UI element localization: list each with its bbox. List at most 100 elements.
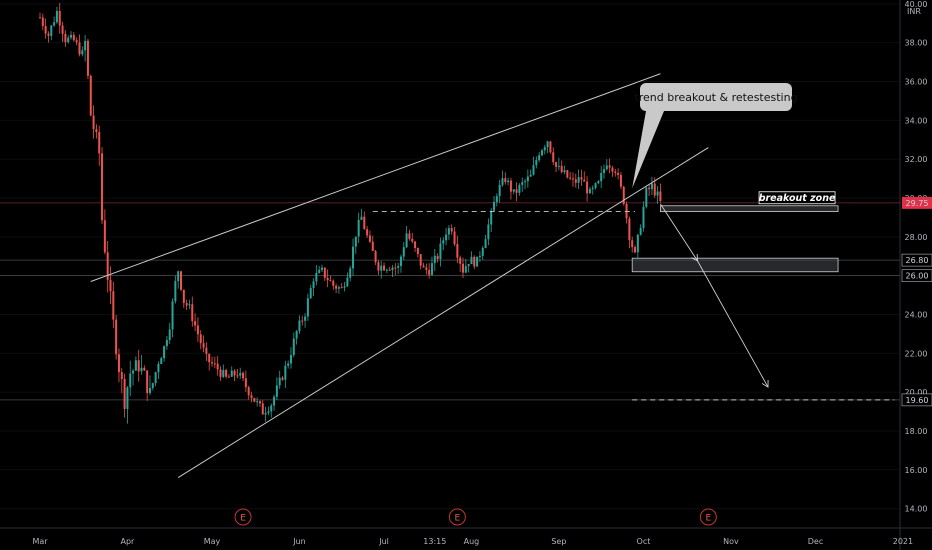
y-tick-label: 14.00 bbox=[905, 505, 928, 514]
candle-body bbox=[605, 165, 608, 170]
candle-body bbox=[253, 398, 256, 402]
candle-body bbox=[148, 387, 151, 394]
candle-body bbox=[196, 325, 199, 335]
candle-body bbox=[315, 272, 318, 282]
candle-body bbox=[552, 152, 555, 163]
candle-body bbox=[467, 264, 470, 267]
candle-body bbox=[402, 247, 405, 257]
candle-body bbox=[247, 387, 250, 396]
candle-body bbox=[98, 132, 101, 154]
y-tick-label: 38.00 bbox=[905, 39, 928, 48]
projection-arrow bbox=[696, 259, 768, 386]
candle-body bbox=[126, 387, 129, 409]
candle-body bbox=[326, 277, 329, 281]
earnings-marker[interactable] bbox=[448, 508, 466, 526]
trend-lines[interactable] bbox=[90, 73, 895, 478]
candle-body bbox=[436, 255, 439, 260]
y-tick-label: 18.00 bbox=[905, 427, 928, 436]
callout[interactable]: trend breakout & retestesting bbox=[632, 83, 798, 189]
candle-body bbox=[650, 183, 653, 190]
candle-body bbox=[414, 241, 417, 248]
candle-body bbox=[360, 216, 363, 220]
candle-body bbox=[44, 26, 47, 34]
candle-body bbox=[273, 396, 276, 406]
candle-body bbox=[515, 189, 518, 193]
candle-body bbox=[357, 219, 360, 237]
candle-body bbox=[309, 288, 312, 299]
earnings-marker-label: E bbox=[455, 514, 461, 524]
candle-body bbox=[199, 334, 202, 344]
candle-body bbox=[518, 184, 521, 193]
currency-label: INR bbox=[907, 7, 921, 16]
candle-body bbox=[109, 279, 112, 292]
candle-body bbox=[211, 362, 214, 364]
candle-body bbox=[507, 180, 510, 183]
candle-body bbox=[445, 234, 448, 241]
candle-body bbox=[295, 331, 298, 339]
candle-body bbox=[298, 320, 301, 332]
candle-body bbox=[194, 321, 197, 326]
grid bbox=[0, 3, 900, 510]
candle-body bbox=[332, 280, 335, 286]
candle-body bbox=[580, 177, 583, 180]
x-tick-label: Sep bbox=[551, 537, 566, 546]
candle-body bbox=[495, 196, 498, 203]
y-tick-label: 24.00 bbox=[905, 310, 928, 319]
candle-body bbox=[363, 216, 366, 230]
candle-body bbox=[335, 285, 338, 289]
candle-body bbox=[165, 339, 168, 347]
candle-body bbox=[202, 343, 205, 348]
candle-body bbox=[493, 202, 496, 211]
candle-body bbox=[180, 271, 182, 290]
earnings-marker[interactable] bbox=[234, 508, 252, 526]
projection-arrow bbox=[660, 203, 697, 260]
candle-body bbox=[394, 267, 397, 269]
x-tick-label: Nov bbox=[723, 537, 739, 546]
support-zone[interactable] bbox=[631, 257, 839, 273]
candle-body bbox=[106, 252, 109, 280]
candle-body bbox=[39, 17, 41, 19]
x-tick-label: Dec bbox=[808, 537, 823, 546]
candle-body bbox=[123, 379, 126, 409]
candle-body bbox=[442, 240, 445, 244]
candle-body bbox=[487, 224, 490, 240]
candle-body bbox=[574, 179, 577, 183]
candle-body bbox=[526, 176, 529, 182]
candle-body bbox=[160, 358, 163, 364]
candle-body bbox=[171, 301, 174, 330]
candle-body bbox=[569, 177, 572, 179]
callout-box[interactable] bbox=[640, 83, 792, 111]
candle-body bbox=[535, 160, 538, 166]
candle-body bbox=[428, 269, 431, 275]
candle-body bbox=[346, 277, 349, 287]
candlesticks bbox=[39, 2, 662, 424]
x-tick-label: Apr bbox=[120, 537, 135, 546]
candle-body bbox=[611, 167, 614, 172]
candle-body bbox=[614, 171, 617, 173]
candle-body bbox=[498, 184, 501, 197]
candle-body bbox=[261, 403, 264, 415]
time-axis[interactable]: Mar Apr May Jun Jul 13:15 Aug Sep Oct Nov Dec 2021 bbox=[32, 537, 913, 546]
candle-body bbox=[555, 162, 558, 167]
candle-body bbox=[233, 370, 236, 376]
candle-body bbox=[594, 183, 597, 188]
candle-body bbox=[84, 40, 87, 51]
candle-body bbox=[81, 50, 84, 55]
projection-arrows bbox=[660, 203, 768, 386]
candle-body bbox=[278, 377, 281, 386]
candle-body bbox=[470, 256, 473, 265]
wedge-lower-line[interactable] bbox=[177, 147, 709, 478]
breakout-zone[interactable] bbox=[660, 205, 839, 212]
candle-body bbox=[490, 210, 493, 225]
earnings-marker[interactable] bbox=[699, 508, 717, 526]
price-axis[interactable]: 14.00 16.00 18.00 20.00 22.00 24.00 26.00 28.00… bbox=[901, 0, 932, 514]
y-tick-label: 40.00 bbox=[905, 0, 928, 9]
wedge-upper-line[interactable] bbox=[90, 73, 661, 282]
candle-body bbox=[549, 141, 552, 153]
candle-body bbox=[185, 302, 188, 306]
candle-body bbox=[521, 182, 524, 185]
candle-body bbox=[244, 378, 247, 388]
candle-body bbox=[397, 266, 400, 268]
